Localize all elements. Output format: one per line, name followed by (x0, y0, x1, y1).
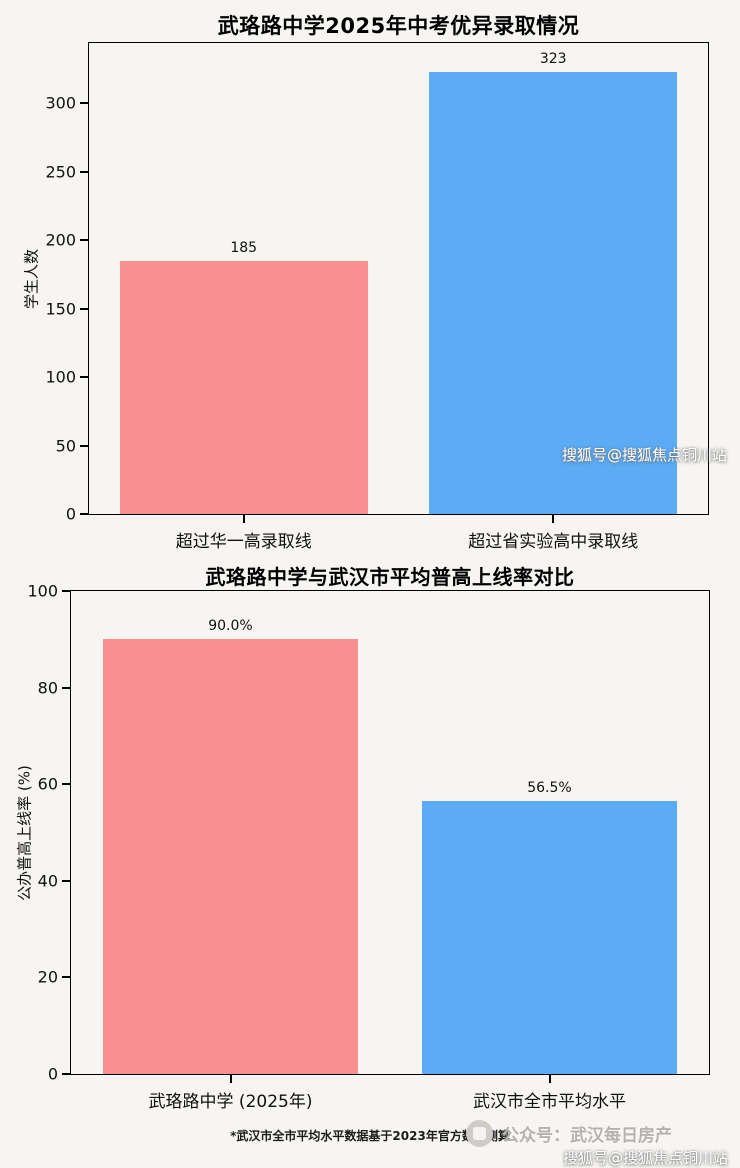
y-tick-label: 0 (65, 504, 76, 524)
publisher-avatar-icon (466, 1120, 493, 1147)
y-tick: 60 (38, 775, 71, 794)
y-tick-label: 60 (37, 774, 58, 794)
x-category-label: 武珞路中学 (2025年) (148, 1092, 313, 1112)
publisher-name: 公众号：武汉每日房产 (502, 1126, 672, 1146)
y-tick-label: 250 (45, 162, 76, 182)
bar-value-label: 90.0% (208, 618, 253, 635)
y-tick: 150 (45, 299, 89, 318)
chart-title: 武珞路中学与武汉市平均普高上线率对比 (205, 565, 575, 589)
watermark-mid-right: 搜狐号@搜狐焦点铜川站 (562, 446, 728, 464)
x-category-label: 武汉市全市平均水平 (473, 1092, 626, 1112)
x-tick (229, 1075, 232, 1083)
watermark-publisher: 公众号：武汉每日房产 (466, 1120, 672, 1147)
bar-1: 90.0% (102, 618, 359, 1074)
y-tick-label: 200 (45, 230, 76, 250)
y-tick: 250 (45, 162, 89, 181)
y-tick-label: 40 (37, 871, 58, 891)
y-axis-title: 学生人数 (22, 248, 41, 310)
y-tick: 100 (27, 582, 71, 601)
footnote: *武汉市全市平均水平数据基于2023年官方数据测算 (230, 1129, 510, 1143)
y-tick: 50 (56, 436, 89, 455)
y-tick: 0 (66, 505, 89, 524)
bar-value-label: 323 (539, 50, 567, 67)
y-axis-title: 公办普高上线率 (%) (15, 765, 34, 901)
bar-value-label: 56.5% (527, 780, 572, 797)
x-category-label: 超过省实验高中录取线 (468, 532, 639, 552)
y-tick: 100 (45, 368, 89, 387)
y-tick: 300 (45, 94, 89, 113)
y-tick: 80 (38, 678, 71, 697)
y-tick-label: 50 (55, 436, 76, 456)
y-tick: 40 (38, 871, 71, 890)
x-tick (548, 1075, 551, 1083)
chart-title: 武珞路中学2025年中考优异录取情况 (217, 14, 580, 38)
plot-area: 0 20 40 60 80 100 90.0% 武珞路中学 (2025年) 56.5% 武汉市全市… (27, 582, 710, 1112)
x-tick (242, 515, 245, 523)
y-tick-label: 0 (47, 1064, 58, 1084)
y-tick: 20 (38, 968, 71, 987)
y-tick: 200 (45, 231, 89, 250)
plot-area: 0 50 100 150 200 250 300 185 超过华一高录取线 323 超过省实验高中录… (45, 42, 709, 552)
x-category-label: 超过华一高录取线 (175, 532, 312, 552)
chart-admissions: 武珞路中学2025年中考优异录取情况 学生人数 0 50 100 150 200 250 3… (0, 0, 740, 552)
y-tick-label: 20 (37, 967, 58, 987)
chart-rate-comparison: 武珞路中学与武汉市平均普高上线率对比 公办普高上线率 (%) 0 20 40 60 80… (0, 553, 740, 1118)
y-tick-label: 300 (45, 93, 76, 113)
y-tick-label: 100 (45, 367, 76, 387)
bar-1: 185 (119, 240, 368, 514)
y-tick-label: 100 (27, 581, 58, 601)
bar-value-label: 185 (230, 239, 258, 256)
y-tick: 0 (48, 1065, 71, 1084)
y-tick-label: 150 (45, 299, 76, 319)
watermark-bottom-right: 搜狐号@搜狐焦点铜川站 (563, 1149, 729, 1167)
bar-2: 323 (429, 51, 678, 514)
bar-2: 56.5% (421, 780, 678, 1074)
x-tick (552, 515, 555, 523)
y-tick-label: 80 (37, 678, 58, 698)
